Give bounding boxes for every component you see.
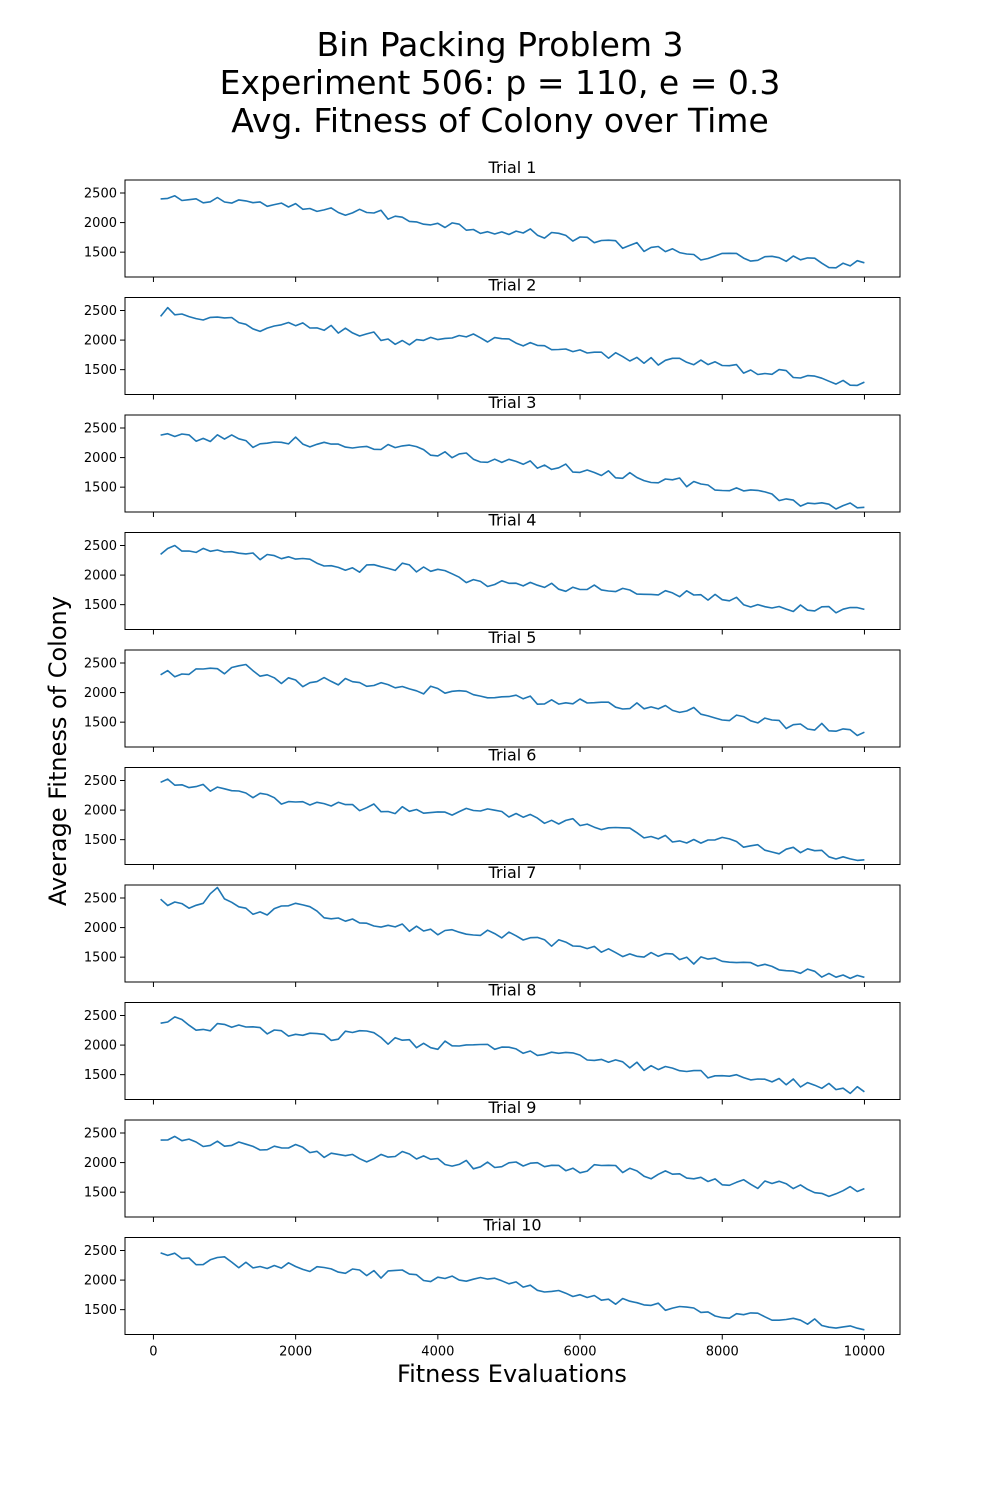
y-tick-label: 2500 (84, 1009, 117, 1024)
trial-10-title: Trial 10 (482, 1216, 541, 1235)
trial-7-title: Trial 7 (488, 863, 537, 882)
trial-4-line (160, 544, 865, 614)
x-tick-label: 10000 (844, 1345, 885, 1360)
trial-8-line (160, 1016, 865, 1095)
y-tick-label: 1500 (84, 833, 117, 848)
trial-5-panel: Trial 5 1500 2000 2500 (84, 628, 901, 752)
trial-6-title: Trial 6 (488, 746, 537, 765)
trial-4-panel: Trial 4 1500 2000 2500 (84, 511, 901, 635)
trial-9-line (160, 1135, 865, 1198)
y-tick-label: 2500 (84, 774, 117, 789)
y-tick-label: 1500 (84, 246, 117, 261)
trial-9-panel: Trial 9 1500 2000 2500 (84, 1098, 901, 1222)
trial-8-panel: Trial 8 1500 2000 2500 (84, 981, 901, 1105)
trial-10-panel: Trial 10 1500 2000 2500 (84, 1216, 901, 1340)
trial-2-panel: Trial 2 1500 2000 2500 (84, 276, 901, 400)
y-tick-label: 1500 (84, 1303, 117, 1318)
y-tick-label: 2500 (84, 304, 117, 319)
y-tick-label: 2000 (84, 569, 117, 584)
x-tick-label: 0 (149, 1345, 157, 1360)
y-tick-label: 1500 (84, 598, 117, 613)
trial-6-frame (124, 767, 901, 865)
trial-3-line (160, 432, 865, 510)
y-tick-label: 1500 (84, 363, 117, 378)
y-tick-label: 2000 (84, 1039, 117, 1054)
y-tick-label: 2500 (84, 1244, 117, 1259)
trial-7-panel: Trial 7 1500 2000 2500 (84, 863, 901, 987)
trial-8-frame (124, 1002, 901, 1100)
trial-6-line (160, 778, 865, 862)
trial-3-title: Trial 3 (488, 393, 537, 412)
y-tick-label: 2500 (84, 657, 117, 672)
trial-7-line (160, 886, 865, 980)
y-tick-label: 1500 (84, 716, 117, 731)
trial-4-frame (124, 532, 901, 630)
title-line-3: Avg. Fitness of Colony over Time (231, 101, 769, 140)
title-line-2: Experiment 506: p = 110, e = 0.3 (220, 63, 781, 102)
trial-8-title: Trial 8 (488, 981, 537, 1000)
trial-5-line (160, 663, 865, 737)
trial-4-title: Trial 4 (488, 511, 537, 530)
y-tick-label: 2500 (84, 539, 117, 554)
shared-x-axis: 0 2000 4000 6000 8000 10000 (149, 1345, 885, 1360)
figure-title: Bin Packing Problem 3 Experiment 506: p … (220, 25, 781, 140)
y-tick-label: 2500 (84, 187, 117, 202)
trial-10-frame (124, 1237, 901, 1335)
y-tick-label: 2500 (84, 892, 117, 907)
x-tick-label: 4000 (421, 1345, 454, 1360)
y-tick-label: 2000 (84, 1274, 117, 1289)
trial-1-panel: Trial 1 1500 2000 2500 (84, 158, 901, 282)
trial-2-frame (124, 297, 901, 395)
y-tick-label: 2000 (84, 216, 117, 231)
y-tick-label: 1500 (84, 1068, 117, 1083)
trial-5-frame (124, 649, 901, 748)
trial-2-line (159, 306, 865, 387)
trial-5-title: Trial 5 (488, 628, 537, 647)
y-tick-label: 2000 (84, 686, 117, 701)
y-axis-label: Average Fitness of Colony (44, 596, 72, 906)
trial-9-frame (124, 1119, 901, 1218)
trial-2-title: Trial 2 (488, 276, 537, 295)
x-tick-label: 2000 (279, 1345, 312, 1360)
y-tick-label: 1500 (84, 1186, 117, 1201)
trial-7-frame (124, 884, 901, 983)
title-line-1: Bin Packing Problem 3 (316, 25, 683, 64)
trial-10-line (160, 1252, 865, 1331)
trial-9-title: Trial 9 (488, 1098, 537, 1117)
y-tick-label: 2500 (84, 422, 117, 437)
trial-6-panel: Trial 6 1500 2000 2500 (84, 746, 901, 870)
trial-3-frame (124, 414, 901, 513)
trial-1-line (160, 195, 865, 269)
y-tick-label: 2000 (84, 1156, 117, 1171)
y-tick-label: 1500 (84, 481, 117, 496)
y-tick-label: 2000 (84, 334, 117, 349)
x-axis-label: Fitness Evaluations (397, 1360, 627, 1388)
y-tick-label: 2000 (84, 804, 117, 819)
x-tick-label: 8000 (706, 1345, 739, 1360)
trial-1-title: Trial 1 (488, 158, 537, 177)
y-tick-label: 1500 (84, 951, 117, 966)
x-tick-label: 6000 (563, 1345, 596, 1360)
trial-3-panel: Trial 3 1500 2000 2500 (84, 393, 901, 517)
trial-1-frame (124, 179, 901, 278)
y-tick-label: 2000 (84, 451, 117, 466)
y-tick-label: 2500 (84, 1127, 117, 1142)
y-tick-label: 2000 (84, 921, 117, 936)
